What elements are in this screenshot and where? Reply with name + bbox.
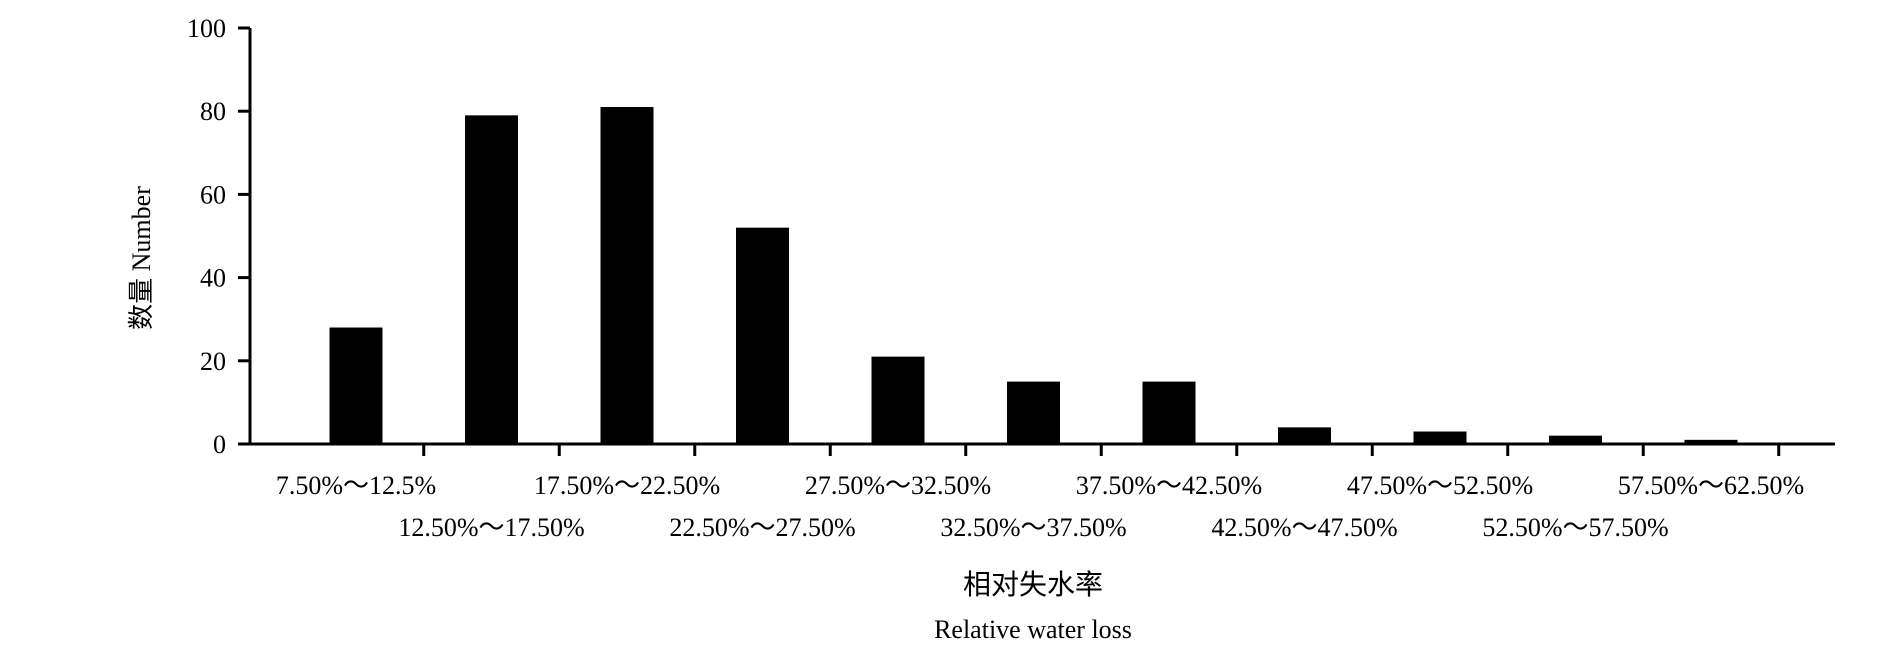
y-axis-label: 数量 Number: [127, 186, 156, 330]
y-axis: [238, 26, 252, 446]
x-tick-label: 42.50%～47.50%: [1211, 513, 1397, 542]
bar-9: [1413, 431, 1467, 444]
x-tick-label: 27.50%～32.50%: [805, 471, 991, 500]
y-tick-label: 80: [200, 97, 226, 126]
bar-5: [871, 356, 925, 444]
y-tick-label: 20: [200, 347, 226, 376]
bar-11: [1684, 439, 1738, 444]
x-tick-label: 37.50%～42.50%: [1076, 471, 1262, 500]
bar-1: [329, 327, 383, 444]
bar-4: [736, 227, 789, 444]
y-tick-label: 100: [187, 14, 226, 43]
bar-6: [1007, 381, 1060, 444]
x-axis-label-chinese: 相对失水率: [963, 569, 1103, 601]
x-axis-label-english: Relative water loss: [934, 615, 1132, 644]
x-tick-label: 22.50%～27.50%: [669, 513, 855, 542]
bar-3: [600, 107, 654, 444]
x-tick-label: 12.50%～17.50%: [398, 513, 584, 542]
x-tick-label: 17.50%～22.50%: [534, 471, 720, 500]
x-axis: [248, 442, 1835, 456]
x-tick-label: 52.50%～57.50%: [1482, 513, 1668, 542]
y-tick-label: 0: [213, 430, 226, 459]
y-tick-label: 60: [200, 180, 226, 209]
x-tick-label: 47.50%～52.50%: [1347, 471, 1533, 500]
x-tick-labels: 7.50%～12.5% 12.50%～17.50% 17.50%～22.50% 22.…: [276, 471, 1804, 542]
bars: [329, 107, 1738, 445]
bar-10: [1549, 435, 1602, 444]
x-tick-label: 7.50%～12.5%: [276, 471, 436, 500]
y-tick-labels: 0 20 40 60 80 100: [187, 14, 226, 459]
x-tick-label: 32.50%～37.50%: [940, 513, 1126, 542]
bar-7: [1142, 381, 1196, 444]
y-tick-label: 40: [200, 264, 226, 293]
x-tick-label: 57.50%～62.50%: [1618, 471, 1804, 500]
bar-2: [465, 115, 518, 445]
bar-8: [1278, 427, 1331, 444]
